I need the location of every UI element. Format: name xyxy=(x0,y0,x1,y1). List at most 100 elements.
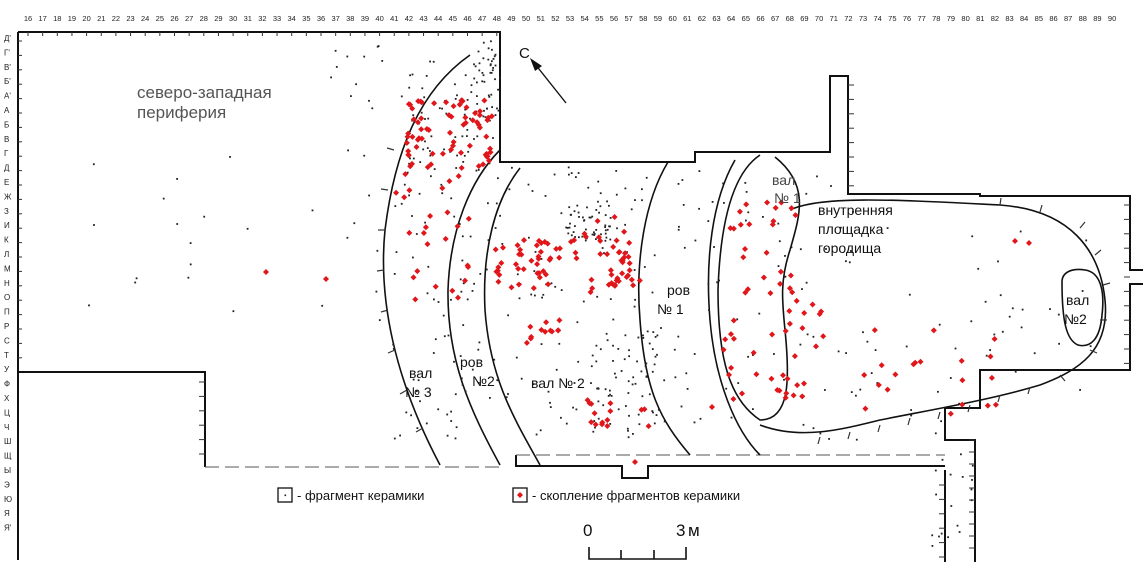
column-label: 66 xyxy=(756,14,764,23)
column-label: 31 xyxy=(244,14,252,23)
row-label: Я xyxy=(4,509,10,518)
column-label: 21 xyxy=(97,14,105,23)
label-val1-2: № 1 xyxy=(774,190,801,206)
column-label: 85 xyxy=(1035,14,1043,23)
row-label: И xyxy=(4,221,10,230)
column-label: 41 xyxy=(390,14,398,23)
column-label: 29 xyxy=(214,14,222,23)
column-label: 81 xyxy=(976,14,984,23)
legend: - фрагмент керамики - скопление фрагмент… xyxy=(277,487,740,503)
column-label: 55 xyxy=(595,14,603,23)
excavation-dashed-edge xyxy=(205,454,945,468)
column-label: 88 xyxy=(1079,14,1087,23)
column-label: 77 xyxy=(917,14,925,23)
column-label: 30 xyxy=(229,14,237,23)
column-label: 26 xyxy=(170,14,178,23)
column-label: 28 xyxy=(200,14,208,23)
row-label: Я' xyxy=(4,524,12,533)
column-label: 45 xyxy=(449,14,457,23)
column-label: 63 xyxy=(712,14,720,23)
column-label: 62 xyxy=(698,14,706,23)
row-label: Л xyxy=(4,250,9,259)
column-label: 84 xyxy=(1020,14,1028,23)
row-label: Ш xyxy=(4,437,11,446)
column-label: 69 xyxy=(800,14,808,23)
column-label: 89 xyxy=(1093,14,1101,23)
row-label: В xyxy=(4,135,9,144)
label-inner-3: городища xyxy=(818,240,881,256)
label-inner-2: площадка xyxy=(818,221,884,237)
label-rov1-1: ров xyxy=(667,282,690,298)
column-label: 36 xyxy=(317,14,325,23)
column-label: 68 xyxy=(786,14,794,23)
row-label: Г' xyxy=(4,48,10,57)
column-label: 71 xyxy=(830,14,838,23)
column-label: 78 xyxy=(932,14,940,23)
column-label: 53 xyxy=(566,14,574,23)
label-rov1-2: № 1 xyxy=(657,301,684,317)
label-val2-east-2: №2 xyxy=(1064,311,1087,327)
column-label: 16 xyxy=(24,14,32,23)
column-label: 72 xyxy=(844,14,852,23)
row-label: Р xyxy=(4,322,9,331)
north-arrow: С xyxy=(519,45,567,104)
column-label: 57 xyxy=(624,14,632,23)
rov1-east-line xyxy=(707,159,761,456)
label-val2-east-1: вал xyxy=(1066,292,1089,308)
column-label: 37 xyxy=(331,14,339,23)
row-label: Э xyxy=(4,480,10,489)
column-label: 74 xyxy=(874,14,882,23)
column-label: 32 xyxy=(258,14,266,23)
column-label: 38 xyxy=(346,14,354,23)
label-inner-1: внутренняя xyxy=(818,202,893,218)
scale-bar: 0 3 м xyxy=(583,521,700,560)
row-label: В' xyxy=(4,63,11,72)
column-label: 65 xyxy=(742,14,750,23)
column-label: 87 xyxy=(1064,14,1072,23)
label-val3-1: вал xyxy=(409,365,432,381)
row-label: О xyxy=(4,293,10,302)
val2-east-oval xyxy=(1061,268,1104,347)
column-label: 34 xyxy=(288,14,296,23)
label-rov2-1: ров xyxy=(460,354,483,370)
row-label: Н xyxy=(4,279,10,288)
label-rov2-2: №2 xyxy=(472,373,495,389)
column-label: 33 xyxy=(273,14,281,23)
column-label: 50 xyxy=(522,14,530,23)
row-label: Д' xyxy=(4,34,11,43)
column-label: 56 xyxy=(610,14,618,23)
column-label: 54 xyxy=(581,14,589,23)
column-labels: 16 17 18 19 20 21 22 23 24 25 26 27 28 29 30 31 32 33 34 35… xyxy=(24,14,1116,23)
column-label: 83 xyxy=(1005,14,1013,23)
column-label: 80 xyxy=(961,14,969,23)
scale-zero: 0 xyxy=(583,521,592,540)
column-label: 47 xyxy=(478,14,486,23)
row-label: Ф xyxy=(4,380,10,389)
scale-unit: м xyxy=(688,521,700,540)
column-label: 40 xyxy=(375,14,383,23)
column-label: 39 xyxy=(361,14,369,23)
row-label: С xyxy=(4,336,10,345)
column-label: 75 xyxy=(888,14,896,23)
column-label: 70 xyxy=(815,14,823,23)
scale-three: 3 xyxy=(676,521,685,540)
row-label: Щ xyxy=(4,452,12,461)
val3-outer-line xyxy=(382,54,471,466)
legend-cluster-label: - скопление фрагментов керамики xyxy=(532,488,740,503)
ceramic-clusters xyxy=(263,97,1032,465)
row-label: Ч xyxy=(4,423,9,432)
column-label: 23 xyxy=(126,14,134,23)
excavation-boundary xyxy=(17,31,1143,562)
column-label: 44 xyxy=(434,14,442,23)
val2-east-line xyxy=(637,161,691,456)
row-label: Т xyxy=(4,351,9,360)
excavation-boundary-south xyxy=(515,455,946,562)
row-label: Ж xyxy=(4,192,12,201)
ceramic-fragments xyxy=(88,40,1092,547)
label-nw-periphery-2: периферия xyxy=(137,103,226,122)
column-label: 24 xyxy=(141,14,149,23)
rov2-inner-line xyxy=(483,167,541,466)
row-label: Б xyxy=(4,120,9,129)
label-val2: вал № 2 xyxy=(531,375,585,391)
column-label: 60 xyxy=(668,14,676,23)
